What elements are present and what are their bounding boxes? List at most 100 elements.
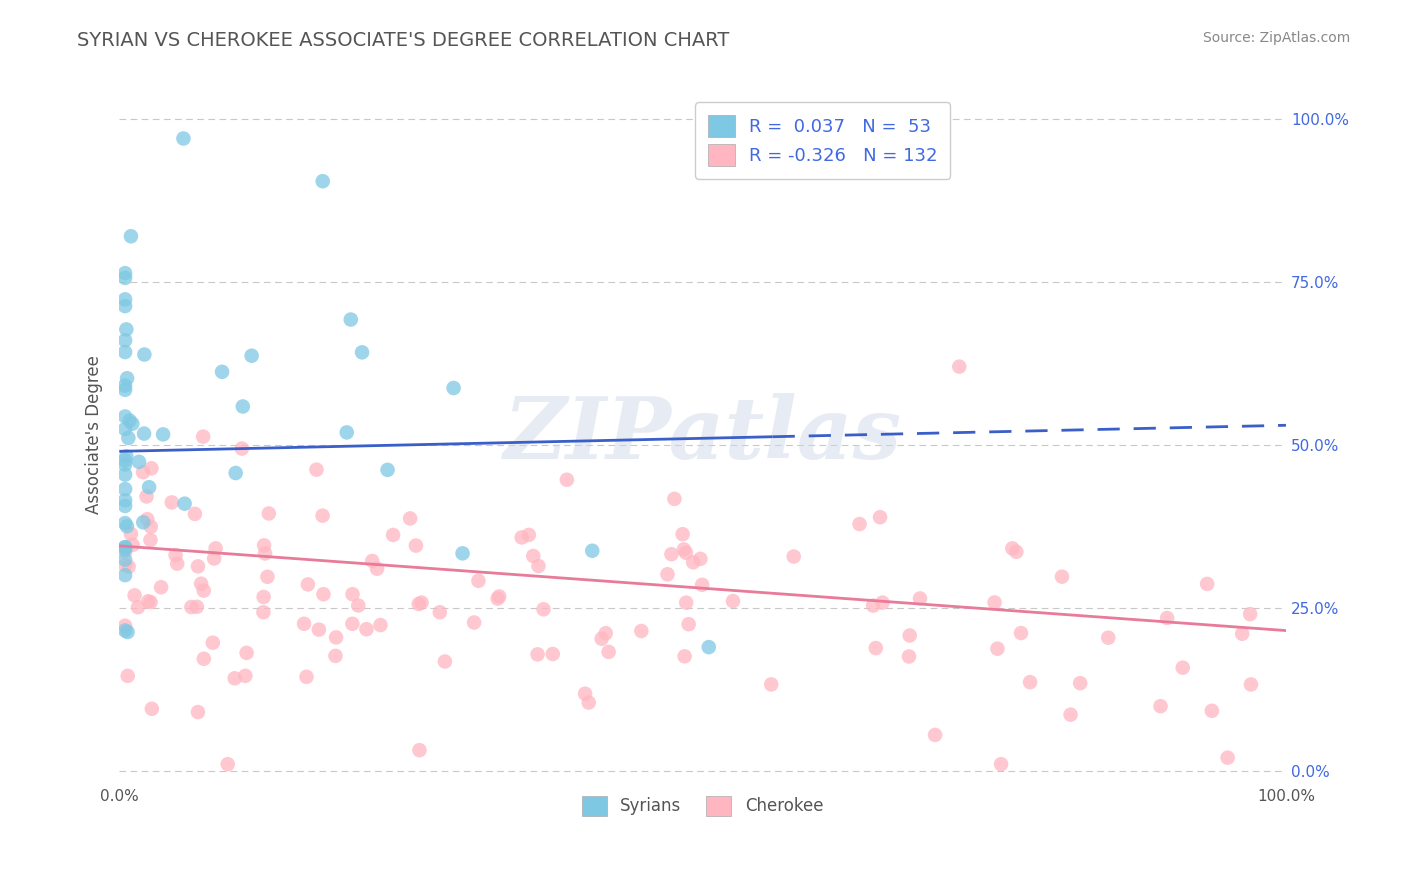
Point [411, 596, 433, 610]
Point [186, 599, 208, 614]
Point [135, 490, 157, 504]
Point [235, 646, 257, 660]
Point [488, 590, 510, 604]
Point [114, 540, 136, 554]
Point [356, 622, 378, 636]
Point [114, 299, 136, 313]
Point [117, 431, 139, 445]
Point [342, 587, 364, 601]
Point [224, 671, 246, 685]
Point [1149, 699, 1171, 714]
Point [115, 519, 138, 533]
Point [325, 631, 347, 645]
Point [114, 458, 136, 472]
Point [673, 649, 696, 664]
Point [429, 605, 451, 619]
Point [114, 542, 136, 557]
Text: SYRIAN VS CHEROKEE ASSOCIATE'S DEGREE CORRELATION CHART: SYRIAN VS CHEROKEE ASSOCIATE'S DEGREE CO… [77, 31, 730, 50]
Point [347, 599, 370, 613]
Point [598, 645, 620, 659]
Point [1059, 707, 1081, 722]
Point [675, 546, 697, 560]
Point [541, 647, 564, 661]
Point [1216, 750, 1239, 764]
Point [114, 552, 136, 566]
Point [132, 516, 155, 530]
Point [114, 493, 136, 508]
Point [256, 570, 278, 584]
Point [1239, 607, 1261, 621]
Point [114, 544, 136, 558]
Point [128, 455, 150, 469]
Point [399, 511, 422, 525]
Point [172, 131, 194, 145]
Point [1171, 660, 1194, 674]
Point [115, 322, 138, 336]
Point [141, 702, 163, 716]
Point [141, 461, 163, 475]
Point [114, 334, 136, 348]
Point [305, 463, 328, 477]
Point [114, 467, 136, 482]
Point [173, 497, 195, 511]
Point [924, 728, 946, 742]
Point [661, 547, 683, 561]
Point [139, 519, 162, 533]
Point [187, 559, 209, 574]
Point [339, 312, 361, 326]
Point [555, 473, 578, 487]
Point [132, 465, 155, 479]
Point [591, 632, 613, 646]
Point [697, 640, 720, 654]
Point [136, 594, 159, 608]
Point [1005, 545, 1028, 559]
Point [114, 409, 136, 424]
Point [664, 491, 686, 506]
Point [721, 594, 744, 608]
Point [533, 602, 555, 616]
Text: Source: ZipAtlas.com: Source: ZipAtlas.com [1202, 31, 1350, 45]
Point [204, 541, 226, 556]
Point [517, 528, 540, 542]
Point [180, 600, 202, 615]
Point [689, 552, 711, 566]
Point [443, 381, 465, 395]
Point [510, 530, 533, 544]
Point [1050, 569, 1073, 583]
Point [252, 605, 274, 619]
Point [115, 371, 138, 385]
Point [672, 527, 695, 541]
Point [231, 442, 253, 456]
Y-axis label: Associate's Degree: Associate's Degree [86, 356, 103, 515]
Point [117, 669, 139, 683]
Point [253, 590, 276, 604]
Point [1010, 626, 1032, 640]
Point [783, 549, 806, 564]
Point [114, 482, 136, 496]
Point [150, 580, 173, 594]
Point [1001, 541, 1024, 556]
Point [382, 528, 405, 542]
Point [1156, 611, 1178, 625]
Point [675, 596, 697, 610]
Point [217, 757, 239, 772]
Point [366, 562, 388, 576]
Point [630, 624, 652, 638]
Point [193, 652, 215, 666]
Point [114, 624, 136, 638]
Point [848, 516, 870, 531]
Point [114, 540, 136, 554]
Point [253, 538, 276, 552]
Point [120, 527, 142, 541]
Point [433, 655, 456, 669]
Point [527, 559, 550, 574]
Point [1097, 631, 1119, 645]
Point [254, 546, 277, 560]
Point [678, 617, 700, 632]
Point [114, 345, 136, 359]
Point [139, 595, 162, 609]
Point [865, 641, 887, 656]
Point [184, 507, 207, 521]
Point [1019, 675, 1042, 690]
Point [361, 554, 384, 568]
